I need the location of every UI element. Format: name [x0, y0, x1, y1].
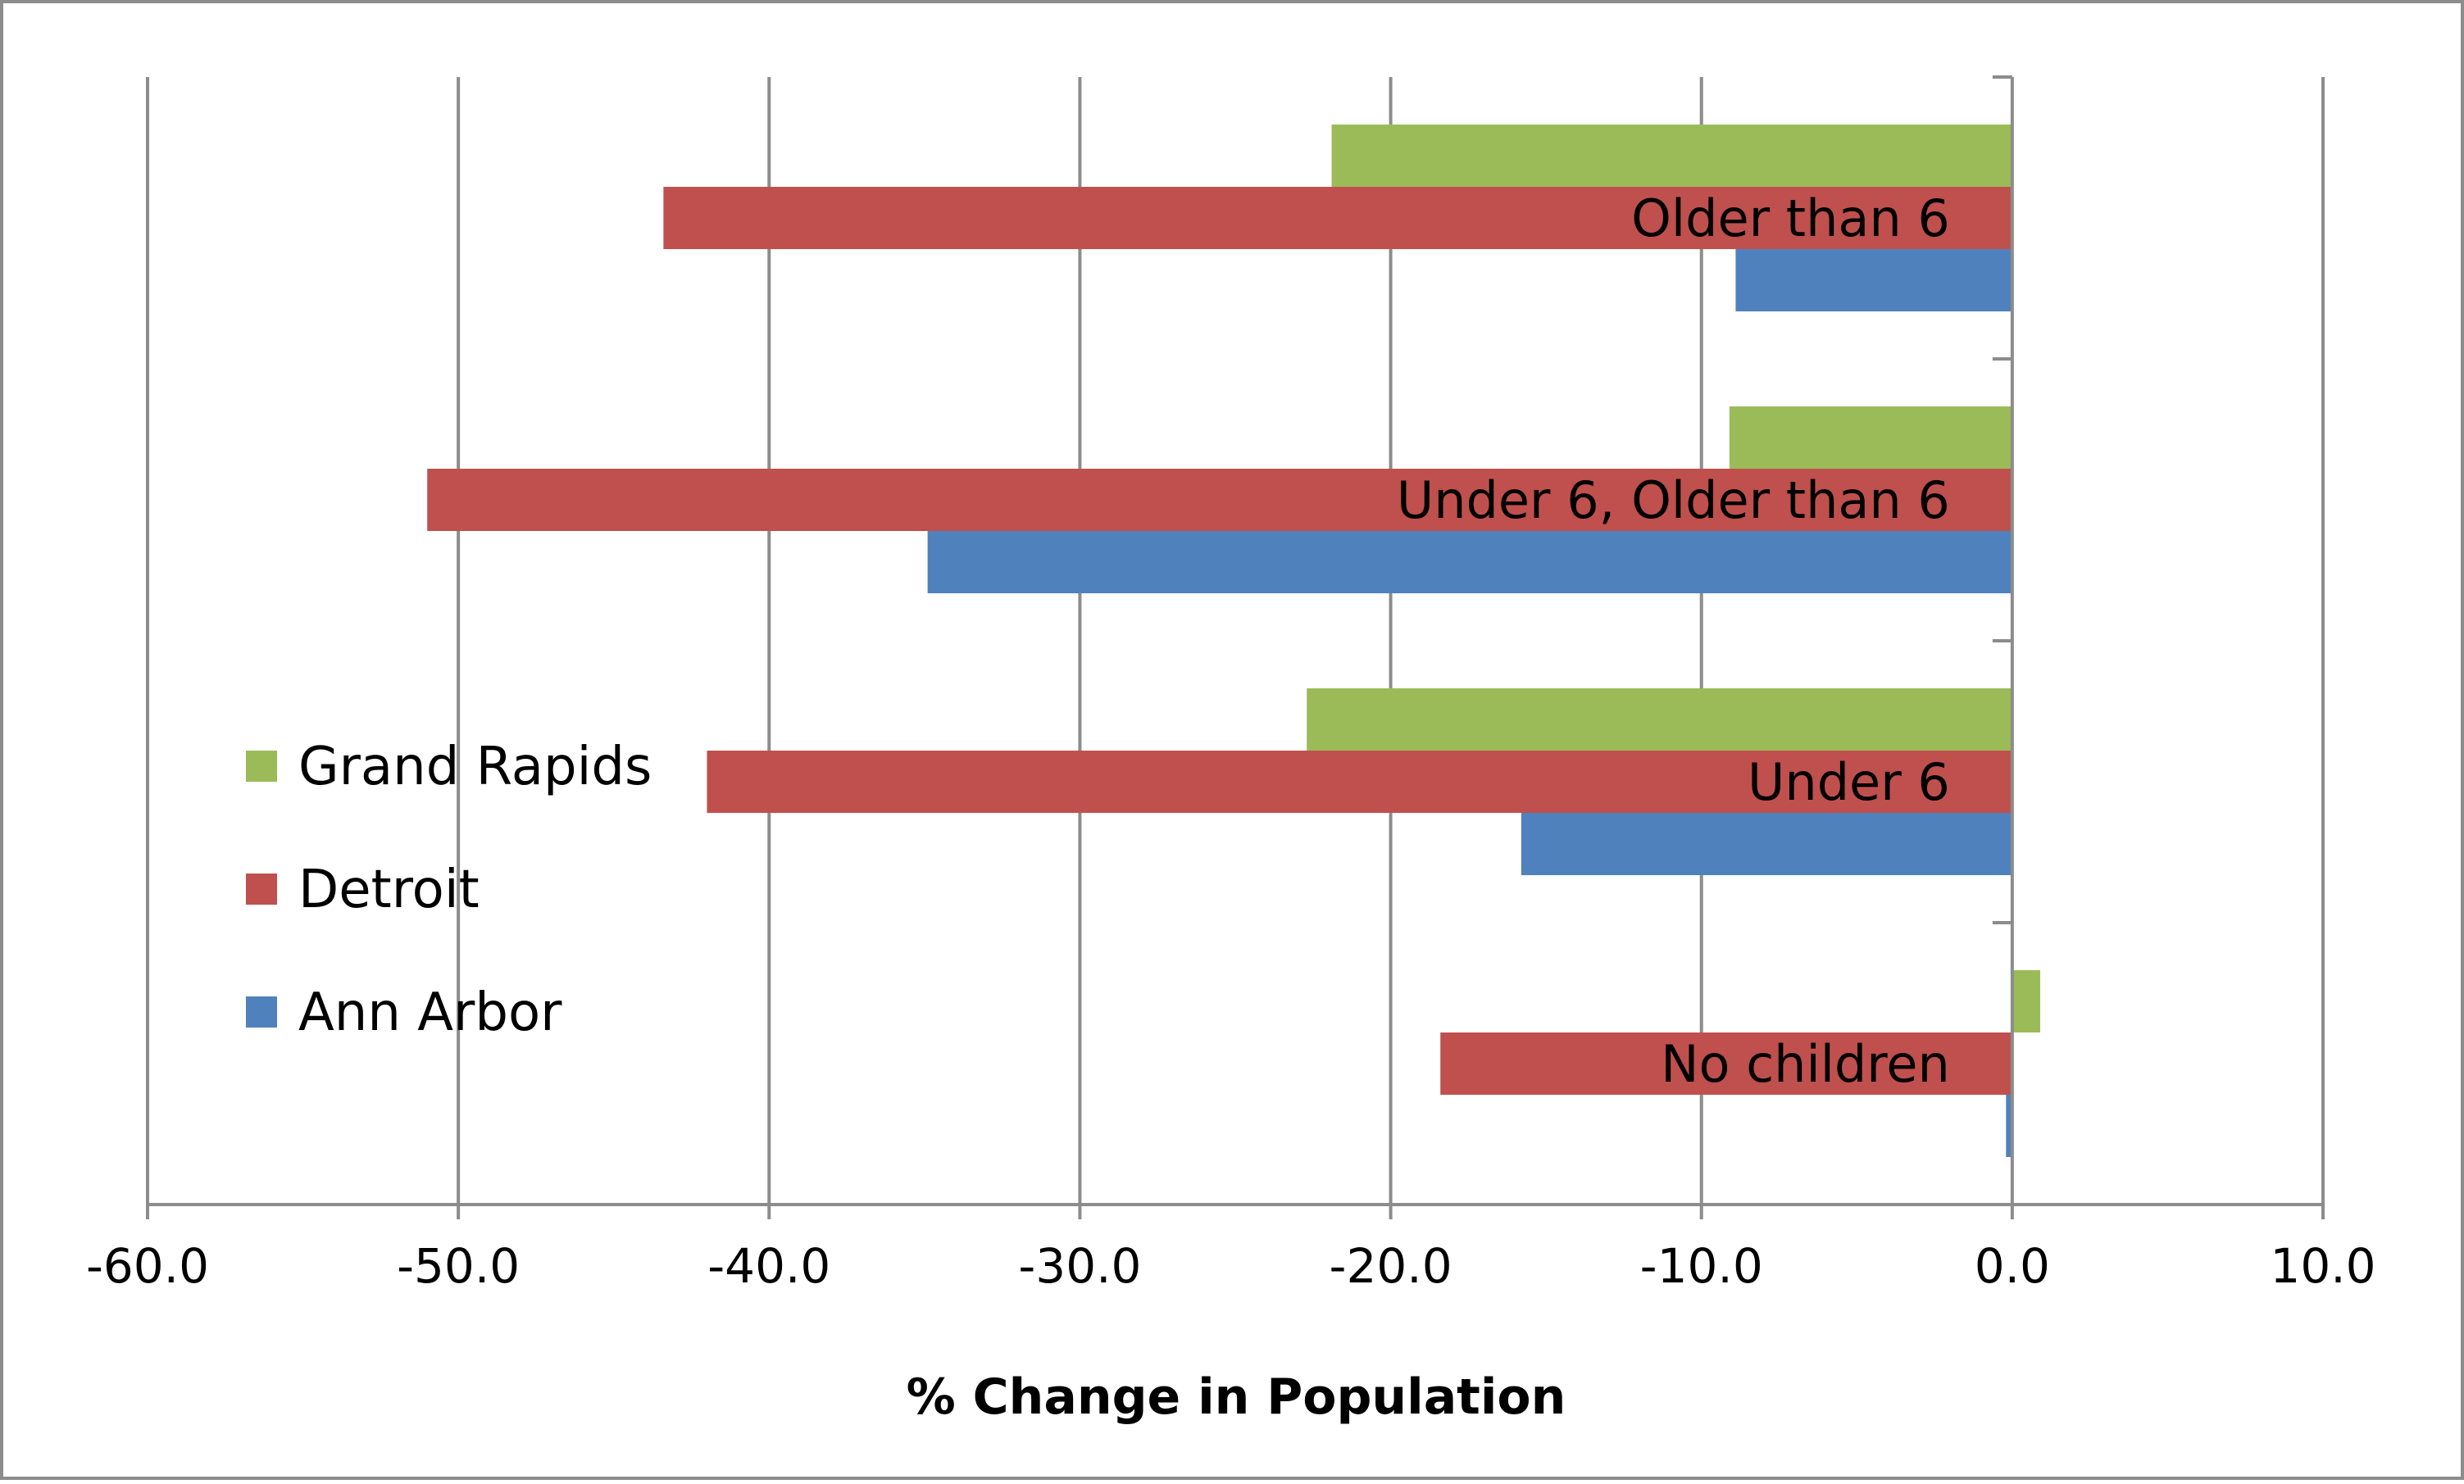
legend: Grand Rapids Detroit Ann Arbor — [246, 737, 652, 1043]
bar-ann-arbor — [927, 531, 2012, 593]
x-tick-label: -30.0 — [1018, 1238, 1141, 1294]
category-label: Older than 6 — [1631, 188, 1950, 248]
x-tick-label: -40.0 — [707, 1238, 830, 1294]
legend-label: Ann Arbor — [298, 983, 562, 1043]
category-label: No children — [1661, 1034, 1950, 1094]
bar-ann-arbor — [2006, 1095, 2012, 1157]
x-tick-label: -10.0 — [1640, 1238, 1763, 1294]
bars — [427, 125, 2040, 1157]
legend-label: Grand Rapids — [298, 737, 652, 797]
bar-detroit — [427, 469, 2012, 531]
gridlines — [146, 77, 2325, 1205]
legend-swatch — [246, 874, 277, 905]
category-labels: No children Under 6 Under 6, Older than 6 O… — [1397, 188, 1950, 1094]
legend-label: Detroit — [298, 860, 480, 920]
bar-grand-rapids — [1729, 406, 2012, 469]
bar-grand-rapids — [1331, 125, 2012, 187]
bar-detroit — [707, 751, 2012, 813]
category-label: Under 6, Older than 6 — [1397, 470, 1950, 530]
axes: -60.0 -50.0 -40.0 -30.0 -20.0 -10.0 0.0 10.0 — [86, 75, 2376, 1294]
legend-swatch — [246, 751, 277, 782]
x-tick-label: -20.0 — [1330, 1238, 1452, 1294]
bar-ann-arbor — [1735, 249, 2012, 311]
bar-grand-rapids — [1307, 688, 2012, 751]
bar-ann-arbor — [1521, 813, 2012, 875]
bar-detroit — [663, 187, 2012, 249]
x-tick-label: -50.0 — [397, 1238, 520, 1294]
bar-detroit — [1440, 1032, 2012, 1095]
x-tick-label: 0.0 — [1975, 1238, 2050, 1294]
x-tick-label: -60.0 — [86, 1238, 209, 1294]
x-tick-label: 10.0 — [2270, 1238, 2375, 1294]
x-axis-title: % Change in Population — [907, 1368, 1566, 1426]
legend-swatch — [246, 996, 277, 1028]
bar-grand-rapids — [2012, 970, 2040, 1032]
category-label: Under 6 — [1748, 752, 1950, 812]
